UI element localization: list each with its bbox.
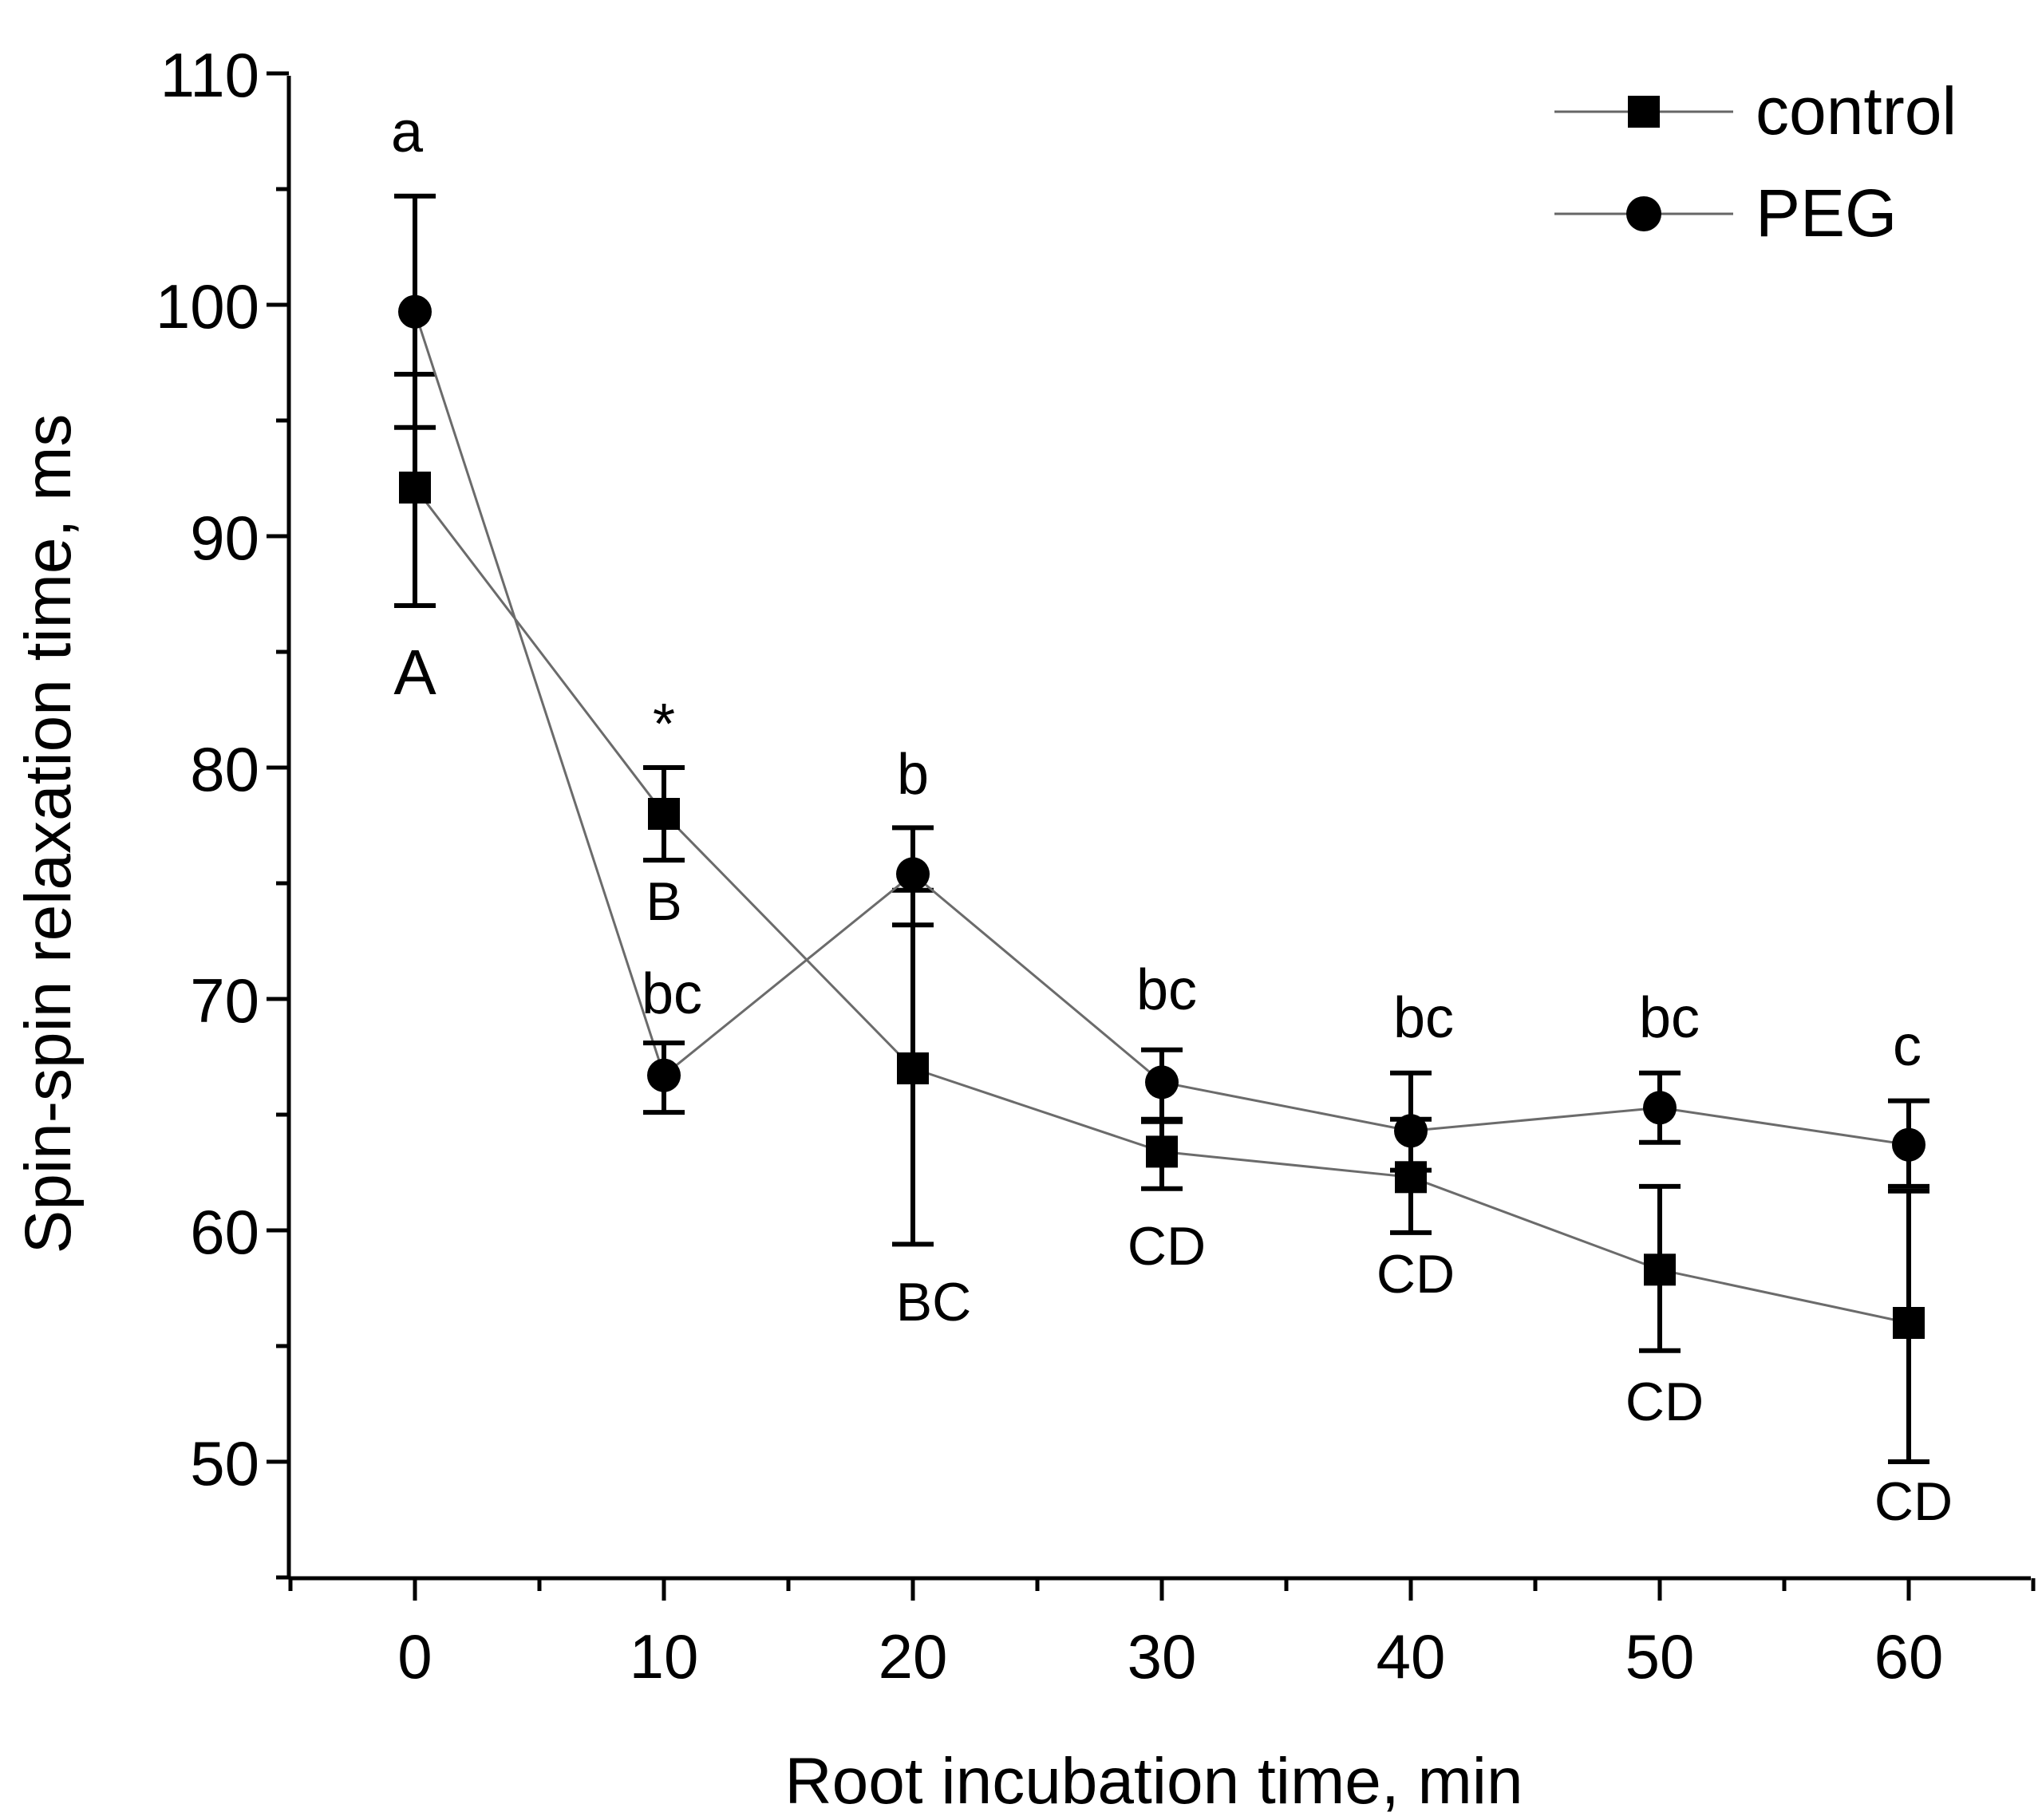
- annotation-bc-t30: bc: [1136, 958, 1197, 1022]
- annotations-upper: a * bc b bc bc bc c: [391, 101, 1922, 1078]
- annotation-CD-t40: CD: [1376, 1244, 1455, 1305]
- legend-label-peg: PEG: [1756, 176, 1897, 251]
- y-tick-label-70: 70: [190, 965, 259, 1036]
- legend-marker-peg: [1626, 196, 1661, 231]
- point-control-t20: [897, 1052, 929, 1084]
- legend: control PEG: [1554, 73, 1957, 251]
- annotation-BC-t20: BC: [896, 1272, 971, 1332]
- point-peg-t60: [1892, 1127, 1925, 1162]
- line-control: [413, 487, 1910, 1325]
- x-tick-label-0: 0: [397, 1621, 432, 1692]
- point-control-t50: [1644, 1253, 1676, 1286]
- annotation-CD-t30: CD: [1128, 1216, 1206, 1277]
- point-control-t10: [648, 798, 680, 830]
- tick-marks: [267, 71, 2036, 1601]
- annotations-lower: A B BC CD CD CD CD: [393, 637, 1953, 1532]
- point-peg-t10: [647, 1058, 681, 1092]
- y-tick-label-100: 100: [156, 271, 259, 341]
- annotation-bc-t10: bc: [642, 962, 702, 1026]
- x-tick-label-40: 40: [1376, 1621, 1446, 1692]
- x-tick-label-30: 30: [1128, 1621, 1197, 1692]
- y-tick-labels: 50 60 70 80 90 100 110: [156, 40, 259, 1498]
- annotation-c-t60: c: [1893, 1014, 1922, 1078]
- annotation-b-t20: b: [897, 743, 929, 807]
- point-control-t60: [1893, 1307, 1925, 1339]
- legend-item-control: control: [1554, 73, 1957, 148]
- series-control: [394, 372, 1929, 1464]
- x-tick-label-60: 60: [1874, 1621, 1944, 1692]
- series-peg: [394, 193, 1929, 1189]
- x-tick-label-20: 20: [879, 1621, 948, 1692]
- point-peg-t50: [1643, 1091, 1677, 1125]
- point-peg-t0: [398, 294, 432, 329]
- y-axis-title: Spin-spin relaxation time, ms: [12, 414, 85, 1254]
- annotation-a-t0: a: [391, 101, 424, 164]
- y-tick-label-60: 60: [190, 1197, 259, 1267]
- annotation-B-t10: B: [646, 871, 681, 932]
- x-tick-label-10: 10: [630, 1621, 699, 1692]
- axes: [286, 76, 2031, 1581]
- point-peg-t20: [896, 857, 930, 891]
- point-peg-t40: [1394, 1114, 1428, 1148]
- point-control-t0: [399, 472, 431, 504]
- annotation-bc-t40: bc: [1393, 986, 1454, 1050]
- annotation-star-t10: *: [653, 693, 675, 756]
- annotation-CD-t50: CD: [1625, 1372, 1704, 1432]
- y-tick-label-90: 90: [190, 503, 259, 573]
- x-tick-label-50: 50: [1625, 1621, 1695, 1692]
- legend-label-control: control: [1756, 73, 1957, 148]
- annotation-bc-t50: bc: [1639, 986, 1700, 1050]
- y-tick-label-110: 110: [160, 40, 259, 110]
- y-tick-label-50: 50: [190, 1428, 259, 1498]
- legend-item-peg: PEG: [1554, 176, 1897, 251]
- point-control-t30: [1146, 1135, 1178, 1168]
- x-tick-labels: 0 10 20 30 40 50 60: [397, 1621, 1943, 1692]
- annotation-CD-t60: CD: [1874, 1471, 1953, 1532]
- y-tick-label-80: 80: [190, 734, 259, 804]
- annotation-A-t0: A: [393, 637, 436, 708]
- legend-marker-control: [1628, 96, 1660, 128]
- x-axis-title: Root incubation time, min: [784, 1745, 1523, 1818]
- point-peg-t30: [1145, 1065, 1179, 1100]
